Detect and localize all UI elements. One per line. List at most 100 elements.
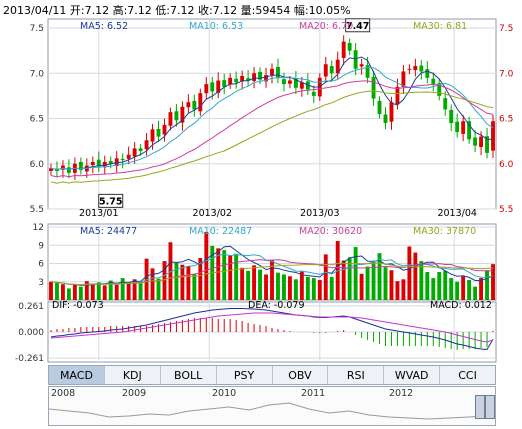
candle-body xyxy=(162,124,167,135)
candle-body xyxy=(407,68,412,70)
candle-body xyxy=(126,154,131,159)
candle-body xyxy=(234,78,239,83)
volume-bar xyxy=(282,274,286,300)
volume-bar xyxy=(90,283,95,300)
price-annotation-label: 7.47 xyxy=(346,21,369,32)
tab-psy[interactable]: PSY xyxy=(217,366,273,384)
candle-body xyxy=(174,111,179,121)
volume-bar xyxy=(234,253,239,300)
volume-tick-label: 12 xyxy=(33,223,44,233)
macd-tick-label: 0.000 xyxy=(18,328,44,338)
macd-tick-label: 0.261 xyxy=(18,302,44,312)
volume-bar xyxy=(383,267,388,300)
candle-body xyxy=(329,66,334,74)
volume-ma20-legend: MA20: 30620 xyxy=(299,226,363,237)
candle-body xyxy=(240,76,245,82)
volume-bar xyxy=(443,270,448,300)
volume-bar xyxy=(473,286,478,300)
volume-tick-label: 6 xyxy=(38,260,44,270)
candle-body xyxy=(491,121,495,151)
candle-body xyxy=(293,78,298,88)
volume-tick-label: 9 xyxy=(38,241,44,251)
candle-body xyxy=(156,128,161,137)
volume-bar xyxy=(401,279,406,300)
price-annotation-label: 5.75 xyxy=(99,196,122,207)
candle-body xyxy=(270,68,274,76)
price-tick-label-left: 7.5 xyxy=(30,24,44,34)
volume-bar xyxy=(425,272,430,300)
candle-body xyxy=(49,168,53,171)
candle-body xyxy=(168,112,173,126)
candle-body xyxy=(120,158,125,161)
volume-bar xyxy=(413,252,418,300)
candle-body xyxy=(473,137,478,146)
volume-bar xyxy=(174,262,179,300)
candle-body xyxy=(419,65,424,72)
overview-left-handle[interactable] xyxy=(475,395,485,419)
volume-bar xyxy=(359,273,364,300)
volume-bar xyxy=(108,280,113,300)
tab-wvad[interactable]: WVAD xyxy=(384,366,441,384)
volume-bar xyxy=(377,253,382,300)
dea-legend: DEA: -0.079 xyxy=(248,300,305,311)
volume-bar xyxy=(228,255,233,300)
candle-body xyxy=(186,102,191,108)
price-panel: 5.5 5.5 6.0 6.0 6.5 6.5 7.0 7.0 7.5 7.5 2013/01 201… xyxy=(30,18,514,219)
volume-bar xyxy=(371,261,376,300)
volume-bar xyxy=(276,272,280,300)
candle-body xyxy=(150,129,155,142)
volume-bar xyxy=(287,276,292,300)
volume-bar xyxy=(353,247,358,300)
overview-navigator[interactable]: 2008 2009 2010 2011 2012 xyxy=(48,386,496,426)
tab-kdj[interactable]: KDJ xyxy=(105,366,161,384)
candle-body xyxy=(287,80,292,84)
price-ma10-line xyxy=(50,66,494,171)
tab-macd[interactable]: MACD xyxy=(49,366,105,384)
overview-right-handle[interactable] xyxy=(485,395,495,419)
volume-bar xyxy=(299,270,304,300)
candle-body xyxy=(210,82,215,92)
volume-bar xyxy=(347,257,352,300)
tab-rsi[interactable]: RSI xyxy=(328,366,385,384)
candle-body xyxy=(335,59,340,74)
macd-tick-label: -0.261 xyxy=(15,354,44,364)
candle-body xyxy=(144,140,149,150)
volume-bar xyxy=(78,286,83,300)
tab-boll[interactable]: BOLL xyxy=(161,366,217,384)
volume-tick-label: 3 xyxy=(38,278,44,288)
volume-bar xyxy=(162,261,167,300)
price-ma5-legend: MA5: 6.52 xyxy=(80,21,129,32)
price-tick-label-right: 7.5 xyxy=(499,24,513,34)
volume-bar xyxy=(317,279,322,300)
volume-bar xyxy=(407,246,412,300)
price-ma5-line xyxy=(50,56,493,171)
candle-body xyxy=(449,109,454,124)
volume-bar xyxy=(138,281,143,300)
candle-body xyxy=(108,161,113,164)
volume-bar xyxy=(192,273,197,300)
tab-cci[interactable]: CCI xyxy=(458,368,477,382)
overview-year-2012: 2012 xyxy=(389,388,414,399)
candle-body xyxy=(485,136,489,153)
volume-ma30-legend: MA30: 37870 xyxy=(413,226,477,237)
price-tick-label-left: 5.5 xyxy=(30,205,44,215)
macd-panel: 0.261 0.000 -0.261 xyxy=(15,302,496,364)
quote-header: 2013/04/11 开:7.12 高:7.12 低:7.12 收:7.12 量… xyxy=(3,4,351,17)
price-x-label: 2013/01 xyxy=(79,208,118,219)
candle-body xyxy=(401,71,406,87)
candle-body xyxy=(413,66,418,71)
price-ma30-line xyxy=(50,90,494,184)
volume-bar xyxy=(156,278,161,300)
price-ma10-legend: MA10: 6.53 xyxy=(189,21,244,32)
tab-obv[interactable]: OBV xyxy=(273,366,329,384)
candle-body xyxy=(180,106,185,123)
candle-body xyxy=(311,91,316,96)
dif-legend: DIF: -0.073 xyxy=(52,300,104,311)
volume-bar xyxy=(264,274,268,300)
volume-bar xyxy=(455,281,460,300)
price-ma20-line xyxy=(50,80,494,178)
volume-bar xyxy=(270,259,274,300)
volume-bar xyxy=(491,264,495,300)
macd-legend: MACD: 0.012 xyxy=(430,300,492,311)
